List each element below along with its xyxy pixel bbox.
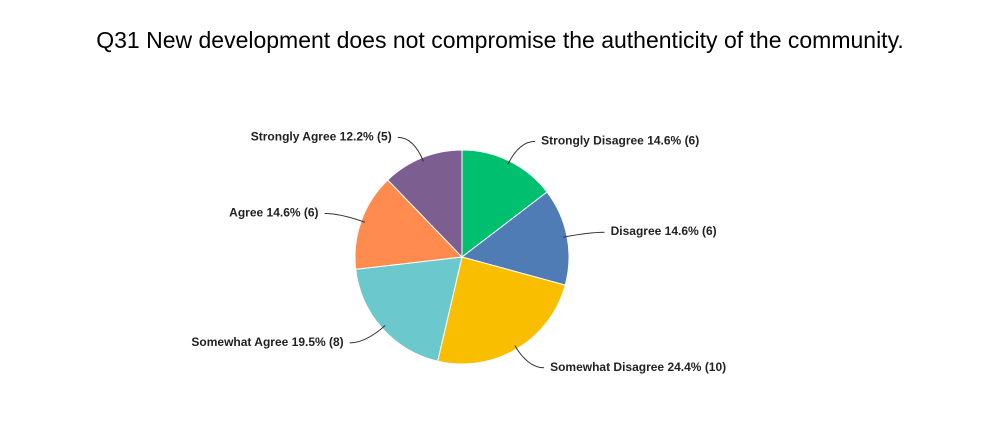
slice-value-label: 14.6% (6) (267, 206, 319, 220)
slice-label: Somewhat Disagree 24.4% (10) (550, 360, 726, 374)
leader-line (562, 231, 605, 238)
slice-value-label: 12.2% (5) (340, 130, 392, 144)
slice-label: Strongly Agree 12.2% (5) (251, 130, 392, 144)
slice-category: Somewhat Agree (191, 335, 288, 349)
slice-value-label: 14.6% (6) (665, 224, 717, 238)
slice-category: Agree (229, 206, 263, 220)
slice-value-label: 19.5% (8) (292, 335, 344, 349)
leader-line (324, 212, 366, 223)
leader-line (349, 325, 386, 344)
chart-title: Q31 New development does not compromise … (96, 27, 904, 53)
slice-label: Strongly Disagree 14.6% (6) (541, 134, 699, 148)
leader-line (514, 345, 545, 369)
leader-line (507, 140, 536, 165)
slice-category: Somewhat Disagree (550, 360, 664, 374)
slice-category: Disagree (611, 224, 662, 238)
slice-label: Somewhat Agree 19.5% (8) (191, 335, 343, 349)
leader-line (397, 136, 424, 162)
slice-label: Agree 14.6% (6) (229, 206, 318, 220)
slice-label: Disagree 14.6% (6) (611, 224, 717, 238)
slice-value-label: 24.4% (10) (667, 360, 726, 374)
slice-value-label: 14.6% (6) (647, 134, 699, 148)
slice-category: Strongly Disagree (541, 134, 644, 148)
slice-category: Strongly Agree (251, 130, 337, 144)
